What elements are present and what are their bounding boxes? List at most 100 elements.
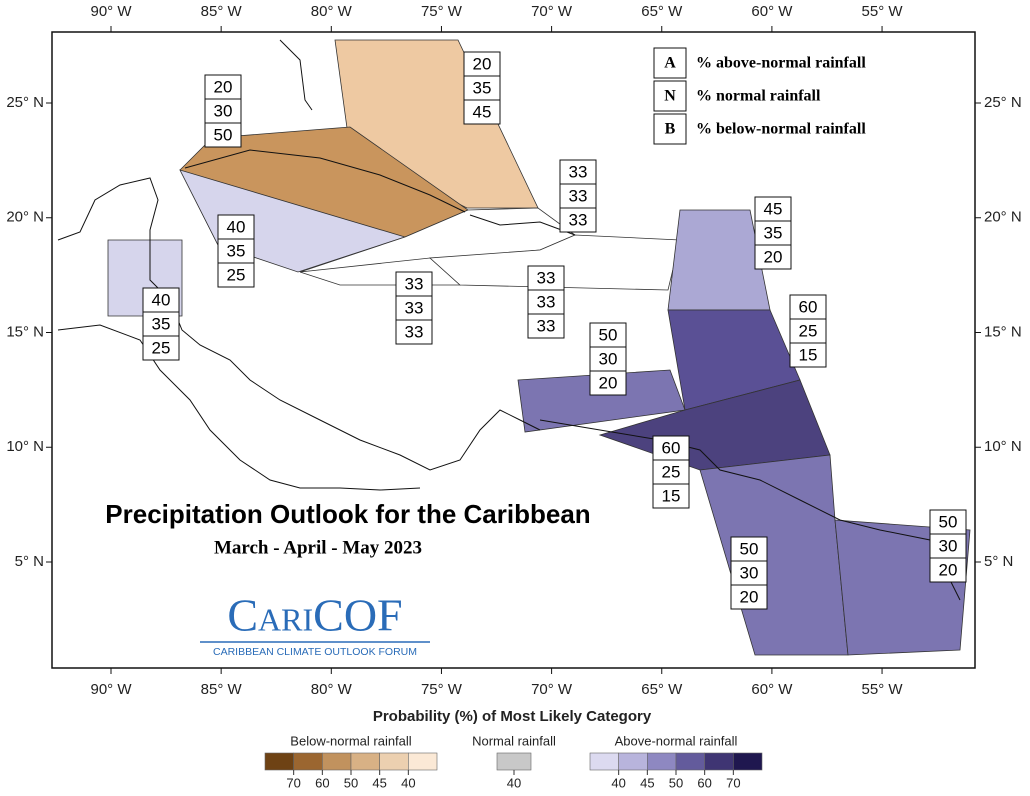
- probability-value: 35: [152, 314, 171, 333]
- legend: Below-normal rainfall 70 60 50 45 40 Normal ra…: [264, 733, 763, 790]
- probability-value: 33: [569, 162, 588, 181]
- legend-group-label: Above-normal rainfall: [615, 733, 738, 748]
- title: Precipitation Outlook for the Caribbean: [105, 499, 590, 529]
- value-box: [395, 319, 433, 345]
- legend-title: Probability (%) of Most Likely Category: [373, 708, 652, 725]
- lon-tick-label: 65° W: [641, 681, 683, 698]
- value-box: [559, 159, 597, 185]
- key-text: % below-normal rainfall: [696, 121, 866, 138]
- key-text: % normal rainfall: [696, 88, 821, 105]
- probability-value: 35: [227, 241, 246, 260]
- regions: [107, 39, 971, 656]
- probability-value: 30: [214, 101, 233, 120]
- legend-swatch: [733, 752, 763, 771]
- coastline: [57, 324, 421, 491]
- value-box: [754, 244, 792, 270]
- key: A % above-normal rainfall N % normal rainfa…: [653, 47, 866, 145]
- value-box: [789, 294, 827, 320]
- legend-swatch: [350, 752, 380, 771]
- probability-value: 15: [799, 345, 818, 364]
- lon-tick-label: 55° W: [862, 681, 904, 698]
- value-box: [652, 483, 690, 509]
- coastline: [279, 39, 313, 111]
- legend-swatch: [322, 752, 352, 771]
- coastline: [469, 214, 576, 236]
- lat-tick-label: 5° N: [15, 553, 44, 570]
- legend-tick-label: 70: [286, 775, 300, 790]
- probability-value: 25: [799, 321, 818, 340]
- value-box: [217, 214, 255, 240]
- lon-tick-label: 55° W: [862, 3, 904, 20]
- lon-tick-label: 90° W: [90, 3, 132, 20]
- value-box: [395, 295, 433, 321]
- value-box: [217, 238, 255, 264]
- probability-value: 20: [473, 54, 492, 73]
- lat-tick-label: 10° N: [6, 438, 44, 455]
- probability-value: 20: [764, 247, 783, 266]
- lat-tick-label: 25° N: [984, 94, 1022, 111]
- key-letter: B: [665, 121, 676, 138]
- probability-value: 40: [227, 217, 246, 236]
- lat-tick-label: 20° N: [984, 209, 1022, 226]
- probability-value: 25: [152, 338, 171, 357]
- probability-value: 40: [152, 290, 171, 309]
- lat-tick-label: 5° N: [984, 553, 1013, 570]
- legend-tick-label: 50: [669, 775, 683, 790]
- probability-value: 33: [569, 186, 588, 205]
- lon-tick-label: 80° W: [311, 681, 353, 698]
- region-labels: 20 35 45 20 30 50 40 35 25 40 35 25 33 33 33 33 33 33 33 33…: [142, 51, 967, 610]
- probability-value: 30: [740, 563, 759, 582]
- probability-value: 60: [799, 297, 818, 316]
- coastline: [184, 149, 466, 213]
- key-letter: A: [664, 55, 676, 72]
- lon-tick-label: 75° W: [421, 681, 463, 698]
- legend-tick-label: 60: [315, 775, 329, 790]
- key-text: % above-normal rainfall: [696, 55, 866, 72]
- probability-value: 25: [227, 265, 246, 284]
- legend-swatch: [704, 752, 734, 771]
- lon-tick-label: 65° W: [641, 3, 683, 20]
- lon-tick-label: 75° W: [421, 3, 463, 20]
- legend-swatch: [408, 752, 438, 771]
- probability-value: 20: [599, 373, 618, 392]
- value-box: [559, 207, 597, 233]
- value-box: [789, 342, 827, 368]
- value-box: [559, 183, 597, 209]
- lat-tick-label: 10° N: [984, 438, 1022, 455]
- legend-swatch: [293, 752, 323, 771]
- legend-swatch: [589, 752, 619, 771]
- lon-tick-label: 90° W: [90, 681, 132, 698]
- legend-tick-label: 70: [726, 775, 740, 790]
- probability-value: 50: [599, 325, 618, 344]
- probability-value: 33: [537, 292, 556, 311]
- axes: 90° W 90° W 85° W 85° W 80° W 80° W 75° W 75° W…: [6, 3, 1021, 698]
- value-box: [754, 220, 792, 246]
- probability-value: 33: [405, 298, 424, 317]
- legend-swatch: [379, 752, 409, 771]
- legend-tick-label: 40: [401, 775, 415, 790]
- probability-value: 20: [939, 560, 958, 579]
- value-box: [589, 370, 627, 396]
- lon-tick-label: 80° W: [311, 3, 353, 20]
- value-box: [527, 289, 565, 315]
- probability-value: 33: [405, 274, 424, 293]
- coastline: [57, 177, 541, 471]
- probability-value: 45: [473, 102, 492, 121]
- value-box: [929, 509, 967, 535]
- lon-tick-label: 85° W: [201, 3, 243, 20]
- logo-name: CariCOF: [227, 590, 402, 641]
- coastlines: [57, 39, 961, 601]
- legend-swatch: [264, 752, 294, 771]
- legend-tick-label: 50: [344, 775, 358, 790]
- value-box: [652, 459, 690, 485]
- probability-value: 33: [537, 268, 556, 287]
- lat-tick-label: 25° N: [6, 94, 44, 111]
- legend-swatch: [618, 752, 648, 771]
- probability-value: 33: [405, 322, 424, 341]
- subtitle: March - April - May 2023: [214, 537, 422, 558]
- value-box: [754, 196, 792, 222]
- probability-value: 60: [662, 438, 681, 457]
- lon-tick-label: 60° W: [751, 681, 793, 698]
- value-box: [730, 560, 768, 586]
